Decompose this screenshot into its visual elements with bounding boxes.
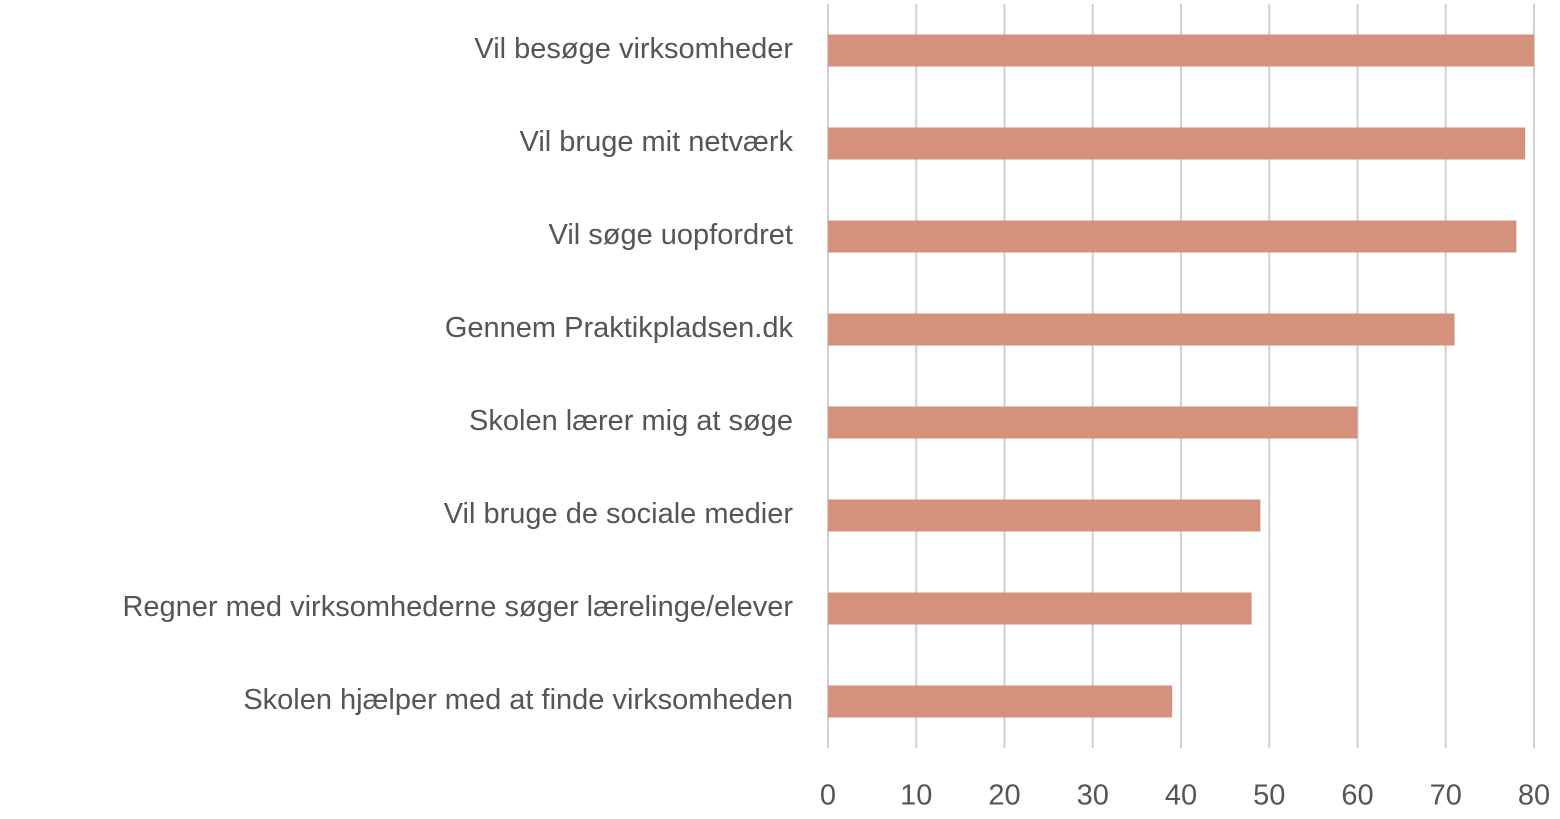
y-tick-label: Vil bruge de sociale medier <box>444 498 794 530</box>
y-tick-label: Skolen lærer mig at søge <box>469 405 793 437</box>
bar <box>828 127 1526 160</box>
y-tick-label: Regner med virksomhederne søger læreling… <box>122 591 793 623</box>
bar <box>828 313 1455 346</box>
y-tick-label: Vil søge uopfordret <box>549 219 794 251</box>
bar <box>828 592 1252 625</box>
y-tick-label: Skolen hjælper med at finde virksomheden <box>243 684 793 716</box>
bar <box>828 499 1261 532</box>
x-tick-label: 60 <box>1341 780 1373 812</box>
x-tick-label: 20 <box>988 780 1020 812</box>
x-tick-label: 30 <box>1077 780 1109 812</box>
bar <box>828 406 1358 439</box>
bar <box>828 220 1517 253</box>
y-tick-label: Vil besøge virksomheder <box>474 33 793 65</box>
bar <box>828 34 1534 67</box>
bar <box>828 685 1173 718</box>
x-tick-label: 80 <box>1518 780 1550 812</box>
x-tick-label: 10 <box>900 780 932 812</box>
y-tick-label: Vil bruge mit netværk <box>520 126 794 158</box>
x-tick-label: 50 <box>1253 780 1285 812</box>
x-tick-label: 40 <box>1165 780 1197 812</box>
y-tick-label: Gennem Praktikpladsen.dk <box>445 312 794 344</box>
x-tick-label: 70 <box>1430 780 1462 812</box>
x-tick-label: 0 <box>820 780 836 812</box>
